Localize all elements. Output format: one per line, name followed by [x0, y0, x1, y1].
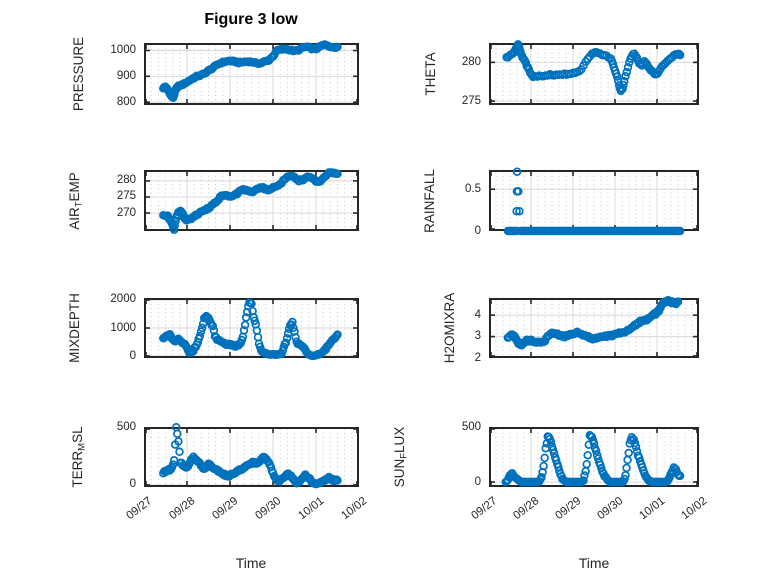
- ylabel-text: LUX: [392, 426, 407, 453]
- ylabel-text: RAINFALL: [422, 168, 437, 233]
- ylabel-h2omixra: H2OMIXRA: [441, 268, 459, 388]
- scatter-markers-theta: [502, 40, 685, 96]
- plot-area-sun_flux: [489, 427, 699, 487]
- plot-area-pressure: [144, 40, 359, 105]
- ytick-sun_flux-0: 0: [474, 475, 481, 488]
- plot-area-theta: [489, 40, 699, 105]
- plot-area-terr_msl: [144, 423, 359, 489]
- scatter-markers-terr_msl: [159, 423, 342, 489]
- ytick-mixdepth-2000: 2000: [110, 293, 136, 306]
- scatter-markers-rainfall: [503, 167, 685, 236]
- ylabel-sun_flux: SUNFLUX: [391, 397, 410, 517]
- ytick-rainfall-0: 0: [474, 224, 481, 237]
- xaxis-label-left: Time: [235, 555, 267, 571]
- ylabel-pressure: PRESSURE: [70, 14, 88, 134]
- ytick-theta-280: 280: [461, 55, 481, 68]
- scatter-markers-pressure: [159, 40, 342, 102]
- ylabel-subscript: M: [76, 442, 88, 451]
- plot-area-h2omixra: [489, 296, 699, 358]
- ylabel-text: H2OMIXRA: [442, 292, 457, 364]
- scatter-markers-mixdepth: [159, 298, 342, 361]
- plot-area-air_temp: [144, 168, 359, 235]
- ylabel-text: SUN: [392, 458, 407, 488]
- scatter-markers-air_temp: [159, 168, 342, 235]
- scatter-markers-h2omixra: [503, 296, 683, 350]
- ytick-pressure-800: 800: [116, 95, 136, 108]
- ylabel-text: MIXDEPTH: [67, 293, 82, 363]
- ylabel-text: SL: [70, 426, 85, 443]
- ytick-pressure-1000: 1000: [110, 43, 136, 56]
- ytick-sun_flux-500: 500: [461, 421, 481, 434]
- ytick-pressure-900: 900: [116, 69, 136, 82]
- ytick-theta-275: 275: [461, 94, 481, 107]
- ylabel-text: TERR: [70, 450, 85, 488]
- ylabel-terr_msl: TERRMSL: [69, 397, 88, 517]
- ytick-h2omixra-4: 4: [474, 308, 481, 321]
- xaxis-label-right: Time: [578, 555, 610, 571]
- ylabel-air_temp: AIRTEMP: [66, 141, 85, 261]
- ytick-air_temp-280: 280: [116, 174, 136, 187]
- ytick-air_temp-270: 270: [116, 206, 136, 219]
- ylabel-rainfall: RAINFALL: [421, 141, 439, 261]
- figure-title: Figure 3 low: [204, 11, 298, 28]
- ytick-h2omixra-2: 2: [474, 351, 481, 364]
- ytick-rainfall-0.5: 0.5: [465, 182, 481, 195]
- ylabel-text: EMP: [67, 171, 82, 201]
- scatter-markers-sun_flux: [501, 430, 685, 487]
- ytick-air_temp-275: 275: [116, 190, 136, 203]
- ylabel-theta: THETA: [422, 14, 440, 134]
- ytick-terr_msl-500: 500: [116, 421, 136, 434]
- ytick-mixdepth-1000: 1000: [110, 321, 136, 334]
- ylabel-text: AIR: [67, 206, 82, 230]
- ylabel-subscript: F: [398, 452, 410, 459]
- ylabel-text: THETA: [423, 52, 438, 96]
- plot-area-rainfall: [489, 167, 699, 236]
- ylabel-text: PRESSURE: [71, 36, 86, 112]
- ytick-terr_msl-0: 0: [129, 478, 136, 491]
- plot-area-mixdepth: [144, 298, 359, 361]
- ylabel-subscript: T: [73, 200, 85, 207]
- ytick-mixdepth-0: 0: [129, 349, 136, 362]
- ylabel-mixdepth: MIXDEPTH: [66, 268, 84, 388]
- ytick-h2omixra-3: 3: [474, 330, 481, 343]
